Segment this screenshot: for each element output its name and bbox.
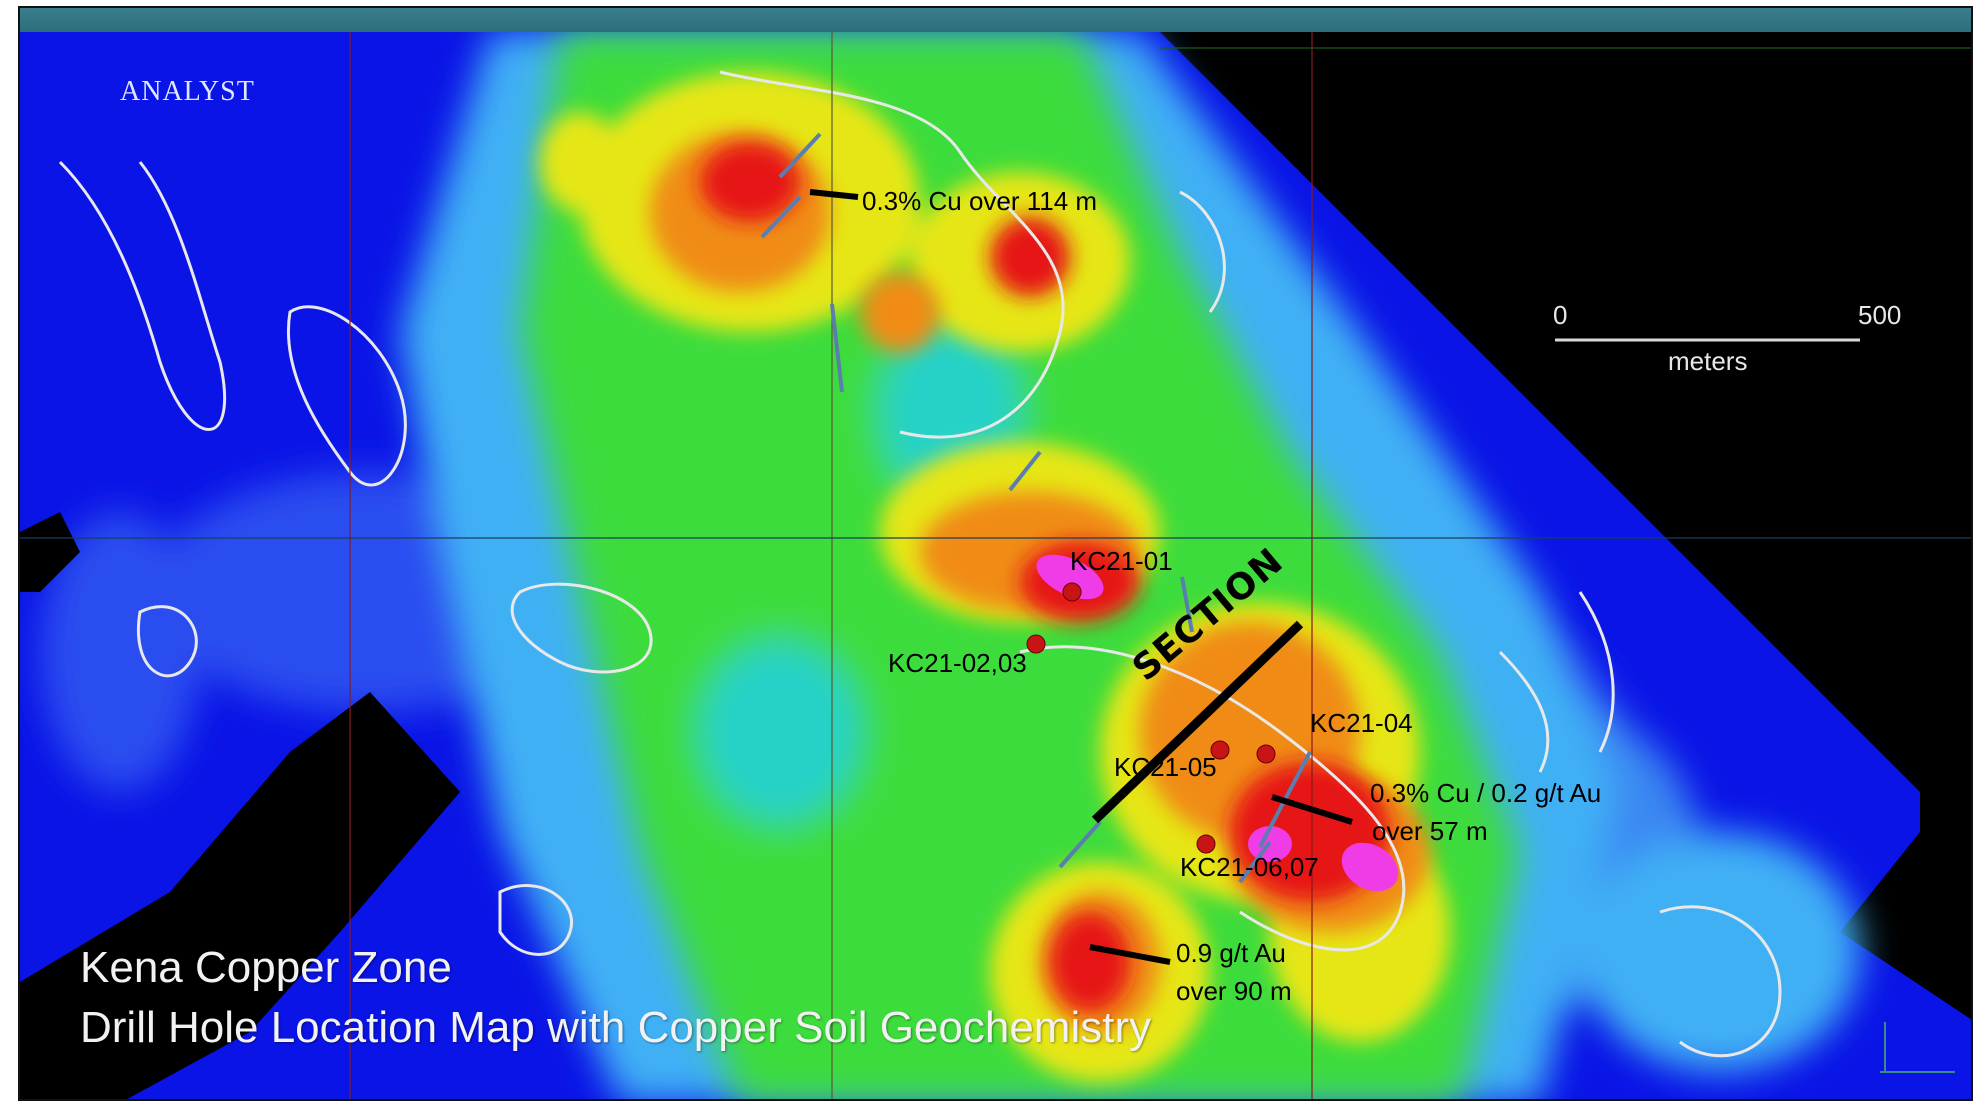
scale-start-label: 0 bbox=[1553, 300, 1568, 330]
assay-annotation-south-line1: 0.9 g/t Au bbox=[1176, 938, 1286, 968]
assay-annotation-north: 0.3% Cu over 114 m bbox=[862, 186, 1098, 216]
scale-end-label: 500 bbox=[1858, 300, 1902, 330]
logo-text: ANALYST bbox=[120, 76, 255, 107]
map-grid bbox=[20, 32, 1971, 1099]
map-frame: ANALYST 0 500 meters KC21-01 KC21-02,03 … bbox=[18, 6, 1973, 1101]
drill-hole-label: KC21-06,07 bbox=[1180, 852, 1319, 882]
assay-annotation-south-line2: over 90 m bbox=[1176, 976, 1292, 1006]
drill-hole-label: KC21-02,03 bbox=[888, 648, 1027, 678]
drill-hole-collars bbox=[1026, 582, 1276, 854]
assay-annotation-east-line2: over 57 m bbox=[1372, 816, 1488, 846]
assay-annotation-east-line1: 0.3% Cu / 0.2 g/t Au bbox=[1370, 778, 1602, 808]
scale-unit-label: meters bbox=[1668, 346, 1748, 376]
geochemistry-map bbox=[20, 32, 1971, 1099]
drill-hole-label: KC21-01 bbox=[1070, 546, 1173, 576]
contour-lines bbox=[58, 70, 1782, 1058]
map-title: Kena Copper Zone bbox=[80, 943, 452, 992]
window-top-bar bbox=[20, 8, 1971, 33]
corner-indicator bbox=[1880, 1022, 1955, 1073]
map-subtitle: Drill Hole Location Map with Copper Soil… bbox=[80, 1003, 1152, 1052]
extreme-magenta-zone bbox=[1036, 554, 1399, 892]
annotation-pointers bbox=[809, 189, 1353, 965]
section-line bbox=[1091, 620, 1304, 824]
drill-hole-label: KC21-04 bbox=[1310, 708, 1413, 738]
drill-traces bbox=[760, 132, 1312, 884]
no-data-block-left bbox=[20, 512, 80, 592]
drill-hole-label: KC21-05 bbox=[1114, 752, 1217, 782]
